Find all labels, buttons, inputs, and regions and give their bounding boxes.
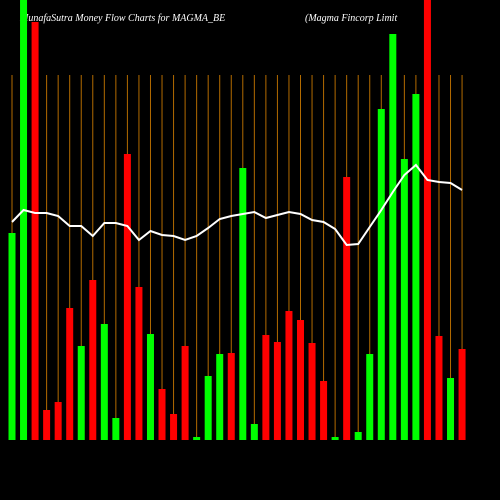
bar — [31, 22, 39, 440]
bar — [262, 335, 270, 440]
bar — [458, 349, 466, 440]
bar — [412, 94, 420, 440]
bar — [112, 418, 120, 440]
bar — [77, 346, 85, 440]
bar — [89, 280, 97, 440]
bar — [435, 336, 443, 440]
bar — [158, 389, 166, 440]
chart-title: MunafaSutra Money Flow Charts for MAGMA_… — [19, 13, 225, 24]
bar — [193, 437, 201, 440]
bar — [20, 0, 28, 440]
chart-subtitle: (Magma Fincorp Limit — [305, 13, 397, 24]
bar — [216, 354, 224, 440]
bar — [8, 233, 16, 440]
bar — [250, 424, 258, 440]
bar — [320, 381, 328, 440]
bar — [447, 378, 455, 440]
bar — [389, 34, 397, 440]
bar — [273, 342, 281, 440]
bar — [239, 168, 247, 440]
bar — [43, 410, 51, 440]
bar — [400, 159, 408, 440]
bar — [308, 343, 316, 440]
bar — [181, 346, 189, 440]
bar — [135, 287, 143, 440]
bar — [354, 432, 362, 440]
bar — [285, 311, 293, 440]
bar — [66, 308, 74, 440]
bar — [54, 402, 62, 440]
bar — [100, 324, 108, 440]
bar — [377, 109, 385, 440]
bar — [423, 0, 431, 440]
bar — [170, 414, 178, 440]
bar — [366, 354, 374, 440]
bar — [227, 353, 235, 440]
bar — [331, 437, 339, 440]
bar — [297, 320, 304, 440]
money-flow-line — [11, 163, 463, 247]
bar — [204, 376, 212, 440]
bar — [343, 177, 351, 440]
bar — [146, 334, 154, 440]
bar — [123, 154, 131, 440]
